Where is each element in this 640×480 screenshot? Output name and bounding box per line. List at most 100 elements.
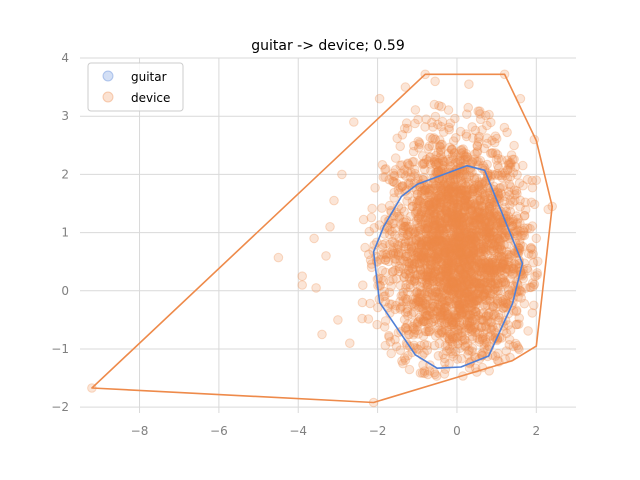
device-point [503,160,514,170]
device-point [462,278,473,289]
device-point [421,209,432,220]
device-point [450,317,461,327]
device-point [474,238,484,249]
device-point [409,140,419,151]
device-point [482,300,493,310]
device-point [453,272,464,283]
device-point [527,308,538,318]
device-point [462,263,472,273]
device-point [488,265,499,276]
device-point [471,311,481,322]
device-point [439,232,450,242]
device-point [439,183,450,194]
device-point [430,215,441,226]
device-point [435,197,445,207]
device-point [410,168,420,179]
device-point [459,259,469,269]
device-point [418,159,428,170]
device-point [448,182,459,192]
device-point [442,317,453,328]
device-point [453,262,464,273]
device-point [399,123,410,134]
device-point [478,244,489,254]
device-point [443,255,453,265]
device-point [527,278,538,288]
device-point [450,220,461,231]
device-point [456,185,467,195]
device-point [493,282,503,292]
device-point [461,309,471,320]
device-point [486,238,496,249]
device-point [466,241,477,251]
device-point [411,288,422,298]
device-point [441,199,452,209]
device-point [422,280,433,290]
device-outlier-point [309,233,319,244]
device-point [468,217,479,228]
device-point [496,251,507,262]
device-point [473,106,484,116]
device-point [468,245,479,255]
y-axis-ticks: −2 −1 0 1 2 3 4 [51,51,69,414]
device-point [461,201,471,212]
device-point [394,261,405,272]
device-point [423,271,433,281]
device-point [421,208,432,218]
device-point [395,160,406,171]
device-point [364,226,375,237]
device-point [454,289,465,300]
device-point [410,235,421,246]
device-point [493,296,503,307]
device-point [452,278,463,288]
device-point [494,312,505,323]
device-point [483,227,493,238]
device-point [410,276,420,286]
device-point [463,102,474,113]
device-point [468,231,479,242]
device-point [460,239,471,249]
device-point [413,228,424,239]
device-point [510,338,521,349]
device-point [452,207,463,218]
device-point [392,178,402,189]
device-point [488,301,499,311]
device-point [436,183,446,194]
device-point [467,260,477,271]
device-point [478,308,489,319]
device-point [468,298,479,309]
device-point [470,258,481,269]
device-point [437,266,448,276]
device-point [452,174,463,184]
device-point [426,191,437,201]
device-point [444,248,455,258]
device-point [451,310,462,321]
device-point [433,119,443,130]
device-point [457,283,468,294]
grid-lines [80,57,576,413]
device-point [424,322,434,333]
x-tick-label: 0 [453,424,461,438]
device-point [429,249,439,260]
device-point [481,322,491,332]
device-point [456,245,467,255]
device-outlier-point [337,169,347,180]
device-point [459,195,470,206]
device-point [424,200,435,211]
device-point [470,327,481,338]
device-point [365,298,375,309]
device-point [446,218,456,228]
device-point [503,320,514,330]
device-point [445,156,456,167]
device-point [468,245,479,256]
device-point [471,277,482,287]
device-point [466,284,477,294]
device-point [460,341,470,352]
device-point [401,251,412,262]
device-point [496,223,506,233]
device-point [460,335,471,345]
device-point [416,207,427,217]
device-point [462,109,472,119]
device-point [423,248,434,259]
device-point [397,181,408,191]
device-point [483,265,494,276]
